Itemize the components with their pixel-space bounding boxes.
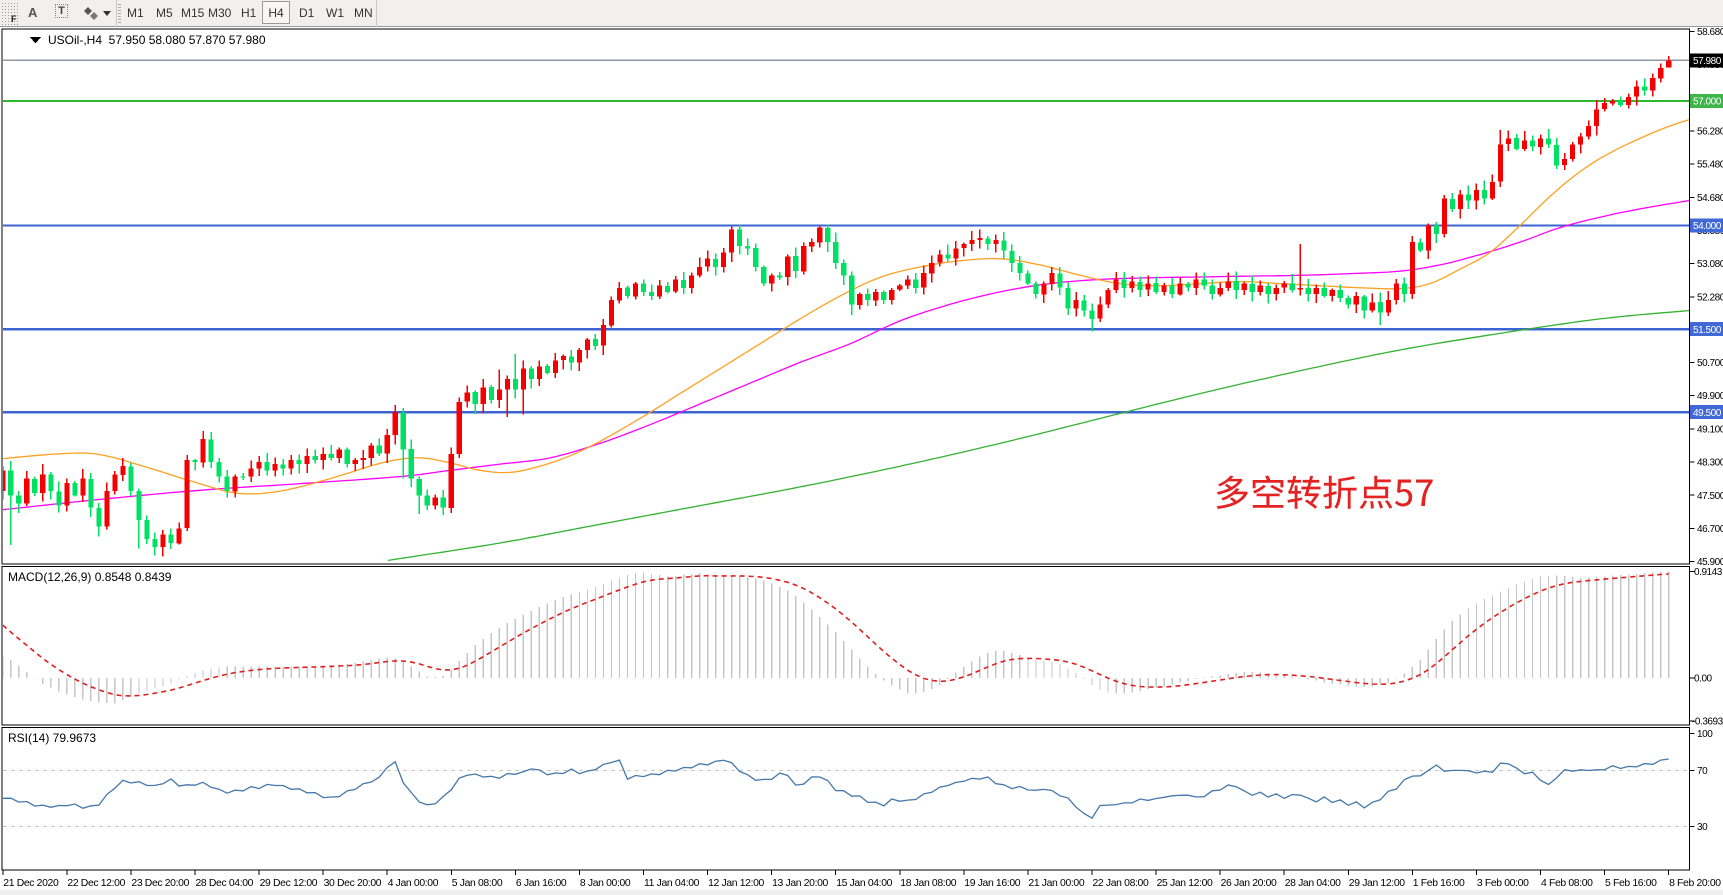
svg-text:22 Dec 12:00: 22 Dec 12:00 (67, 878, 125, 889)
svg-text:25 Jan 12:00: 25 Jan 12:00 (1157, 878, 1213, 889)
svg-text:RSI(14) 79.9673: RSI(14) 79.9673 (8, 731, 96, 745)
svg-text:51.500: 51.500 (1693, 325, 1722, 336)
svg-text:55.480: 55.480 (1697, 160, 1723, 171)
svg-text:56.280: 56.280 (1697, 126, 1723, 137)
svg-text:54.000: 54.000 (1693, 221, 1722, 232)
svg-text:30 Dec 20:00: 30 Dec 20:00 (324, 878, 382, 889)
svg-text:30: 30 (1697, 822, 1708, 833)
svg-text:28 Dec 04:00: 28 Dec 04:00 (196, 878, 254, 889)
svg-text:29 Jan 12:00: 29 Jan 12:00 (1349, 878, 1405, 889)
svg-text:47.500: 47.500 (1697, 491, 1723, 502)
svg-text:70: 70 (1697, 766, 1708, 777)
svg-text:49.100: 49.100 (1697, 424, 1723, 435)
svg-text:28 Jan 04:00: 28 Jan 04:00 (1285, 878, 1341, 889)
svg-text:52.280: 52.280 (1697, 292, 1723, 303)
svg-text:53.080: 53.080 (1697, 259, 1723, 270)
svg-text:49.900: 49.900 (1697, 391, 1723, 402)
svg-text:13 Jan 20:00: 13 Jan 20:00 (772, 878, 828, 889)
svg-text:29 Dec 12:00: 29 Dec 12:00 (260, 878, 318, 889)
svg-text:22 Jan 08:00: 22 Jan 08:00 (1093, 878, 1149, 889)
svg-text:4 Feb 08:00: 4 Feb 08:00 (1541, 878, 1593, 889)
svg-text:1 Feb 16:00: 1 Feb 16:00 (1413, 878, 1465, 889)
svg-text:MACD(12,26,9) 0.8548 0.8439: MACD(12,26,9) 0.8548 0.8439 (8, 570, 172, 584)
svg-text:21 Dec 2020: 21 Dec 2020 (3, 878, 59, 889)
svg-text:54.680: 54.680 (1697, 193, 1723, 204)
svg-text:48.300: 48.300 (1697, 458, 1723, 469)
svg-text:8 Jan 00:00: 8 Jan 00:00 (580, 878, 631, 889)
svg-text:23 Dec 20:00: 23 Dec 20:00 (131, 878, 189, 889)
svg-text:100: 100 (1697, 729, 1713, 740)
svg-text:5 Jan 08:00: 5 Jan 08:00 (452, 878, 503, 889)
svg-text:19 Jan 16:00: 19 Jan 16:00 (964, 878, 1020, 889)
svg-text:0.9143: 0.9143 (1694, 567, 1723, 578)
svg-text:4 Jan 00:00: 4 Jan 00:00 (388, 878, 439, 889)
svg-text:-0.3693: -0.3693 (1692, 717, 1723, 728)
svg-text:11 Jan 04:00: 11 Jan 04:00 (644, 878, 700, 889)
svg-text:8 Feb 20:00: 8 Feb 20:00 (1669, 878, 1721, 889)
svg-text:15 Jan 04:00: 15 Jan 04:00 (836, 878, 892, 889)
svg-text:49.500: 49.500 (1693, 408, 1722, 419)
svg-text:18 Jan 08:00: 18 Jan 08:00 (900, 878, 956, 889)
svg-text:50.700: 50.700 (1697, 358, 1723, 369)
svg-text:46.700: 46.700 (1697, 524, 1723, 535)
svg-text:USOil-,H4 57.950 58.080 57.87: USOil-,H4 57.950 58.080 57.870 57.980 (48, 33, 266, 47)
svg-text:26 Jan 20:00: 26 Jan 20:00 (1221, 878, 1277, 889)
svg-text:57.980: 57.980 (1693, 56, 1722, 67)
svg-text:57.000: 57.000 (1693, 97, 1722, 108)
svg-text:0.00: 0.00 (1694, 674, 1713, 685)
svg-text:45.900: 45.900 (1697, 557, 1723, 568)
svg-text:6 Jan 16:00: 6 Jan 16:00 (516, 878, 567, 889)
svg-text:21 Jan 00:00: 21 Jan 00:00 (1028, 878, 1084, 889)
svg-text:58.680: 58.680 (1697, 27, 1723, 38)
svg-text:12 Jan 12:00: 12 Jan 12:00 (708, 878, 764, 889)
svg-text:5 Feb 16:00: 5 Feb 16:00 (1605, 878, 1657, 889)
svg-text:3 Feb 00:00: 3 Feb 00:00 (1477, 878, 1529, 889)
